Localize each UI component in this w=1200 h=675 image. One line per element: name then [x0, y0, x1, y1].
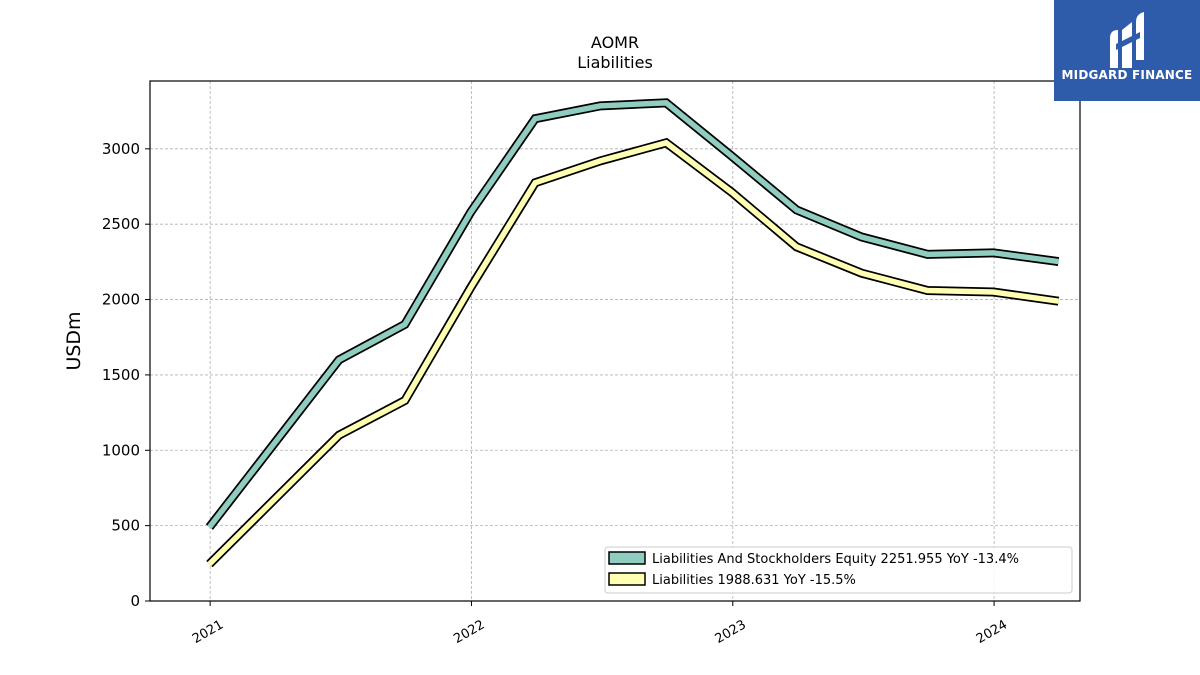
y-tick-label: 2500	[102, 215, 140, 233]
y-tick-label: 500	[111, 517, 140, 535]
series-lines	[205, 98, 1060, 568]
x-tick-label: 2022	[451, 617, 487, 647]
chart-title-line-1: AOMR	[591, 33, 639, 52]
midgard-finance-logo: MIDGARD FINANCE	[1054, 0, 1200, 101]
legend: Liabilities And Stockholders Equity 2251…	[604, 546, 1073, 594]
y-tick-label: 0	[130, 592, 140, 610]
logo-text: MIDGARD FINANCE	[1061, 68, 1193, 82]
legend-swatch-liabilities	[608, 572, 646, 586]
series-outline-0	[205, 98, 1060, 530]
x-tick-label: 2021	[190, 617, 226, 647]
y-axis-label: USDm	[63, 311, 85, 370]
y-tick-label: 1500	[102, 366, 140, 384]
legend-swatch-equity	[608, 551, 646, 565]
legend-label-liabilities: Liabilities 1988.631 YoY -15.5%	[652, 573, 856, 588]
chart-title-line-2: Liabilities	[577, 53, 653, 72]
series-line-1	[207, 139, 1059, 567]
plot-area-frame	[149, 80, 1081, 602]
x-tick-label: 2023	[713, 617, 749, 647]
legend-label-equity: Liabilities And Stockholders Equity 2251…	[652, 552, 1019, 567]
y-tick-label: 3000	[102, 140, 140, 158]
y-tick-label: 2000	[102, 291, 140, 309]
series-outline-1	[206, 137, 1060, 568]
grid-lines	[150, 81, 1080, 602]
series-line-0	[207, 100, 1059, 529]
x-tick-label: 2024	[974, 617, 1010, 647]
y-tick-label: 1000	[102, 441, 140, 459]
x-axis-ticks: 2021 2022 2023 2024	[190, 601, 1010, 647]
midgard-logo-icon	[1110, 12, 1144, 68]
y-axis-ticks: 0 500 1000 1500 2000 2500 3000	[102, 140, 150, 610]
legend-box	[604, 546, 1073, 594]
